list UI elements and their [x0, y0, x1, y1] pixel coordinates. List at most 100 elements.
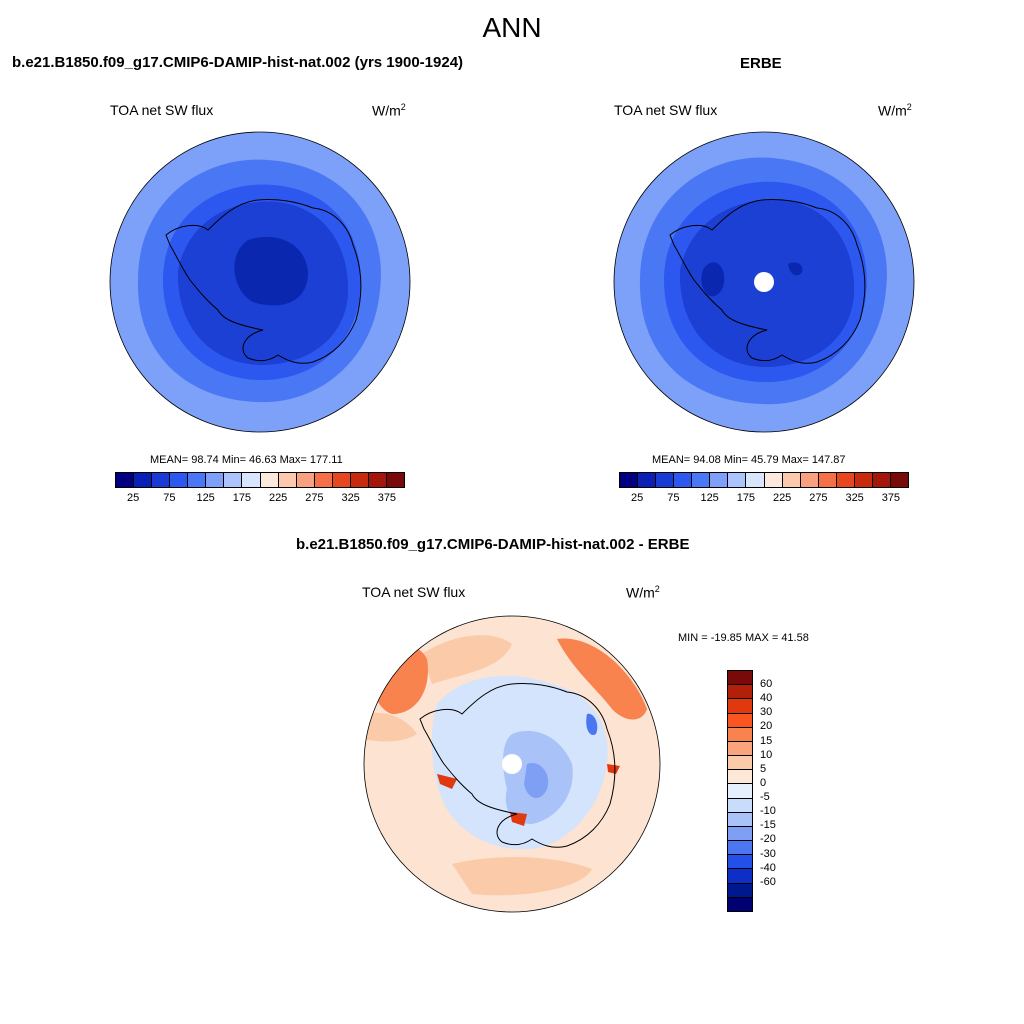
- panel-1-colorbar: 25 75 125 175 225 275 325 375: [115, 472, 405, 506]
- diff-positive-light-2: [364, 712, 417, 742]
- colorbar-cell: [224, 473, 243, 487]
- colorbar-cell: [728, 741, 752, 757]
- colorbar-tick-label: 25: [127, 492, 140, 504]
- panel-2-stats: MEAN= 94.08 Min= 45.79 Max= 147.87: [652, 454, 846, 466]
- colorbar-tick-label: -10: [760, 805, 776, 818]
- colorbar-tick-label: -40: [760, 861, 776, 874]
- pole-hole: [502, 754, 522, 774]
- colorbar-cell: [296, 473, 315, 487]
- colorbar-cell: [656, 473, 675, 487]
- panel-2-title: ERBE: [740, 55, 782, 72]
- colorbar-tick-label: 225: [772, 492, 792, 504]
- colorbar-cell: [728, 855, 752, 870]
- panel-3-variable: TOA net SW flux: [362, 584, 466, 600]
- colorbar-tick-label: 0: [760, 776, 767, 789]
- diff-positive-light: [422, 635, 512, 684]
- colorbar-cell: [728, 897, 752, 911]
- panel-2-colorbar: 25 75 125 175 225 275 325 375: [619, 472, 909, 506]
- colorbar-tick-label: 375: [881, 492, 901, 504]
- colorbar-cell: [188, 473, 207, 487]
- panel-3-stats: MIN = -19.85 MAX = 41.58: [678, 632, 809, 644]
- colorbar-cell: [728, 473, 747, 487]
- panel-2-variable: TOA net SW flux: [614, 102, 718, 118]
- diff-positive-region-2: [557, 638, 647, 720]
- colorbar-cell: [314, 473, 333, 487]
- panel-1-title: b.e21.B1850.f09_g17.CMIP6-DAMIP-hist-nat…: [12, 54, 464, 71]
- map-core: [701, 262, 725, 297]
- colorbar-tick-label: 60: [760, 678, 773, 691]
- diff-negative-spot: [586, 713, 598, 735]
- colorbar-tick-label: -60: [760, 875, 776, 888]
- colorbar-tick-label: 375: [377, 492, 397, 504]
- colorbar-cell: [728, 784, 752, 799]
- colorbar-tick-label: 175: [232, 492, 252, 504]
- polar-map-difference: [363, 615, 661, 913]
- panel-3-units: W/m2: [626, 584, 660, 601]
- map-core: [234, 236, 308, 306]
- main-title: ANN: [482, 12, 542, 43]
- colorbar-cell: [890, 473, 908, 487]
- colorbar-cell: [332, 473, 351, 487]
- colorbar-cell: [854, 473, 873, 487]
- panel-3-colorbar: [727, 670, 753, 912]
- colorbar-cell: [206, 473, 225, 487]
- antarctica-outline: [419, 683, 616, 848]
- colorbar-cell: [134, 473, 153, 487]
- colorbar-cell: [728, 770, 752, 785]
- colorbar-cell: [350, 473, 369, 487]
- colorbar-tick-label: 125: [700, 492, 719, 504]
- colorbar-tick-label: 75: [667, 492, 680, 504]
- polar-map-erbe: [613, 131, 915, 433]
- colorbar-cell: [728, 713, 752, 728]
- colorbar-cell: [782, 473, 801, 487]
- colorbar-cell: [674, 473, 693, 487]
- colorbar-tick-label: 5: [760, 762, 767, 775]
- colorbar-tick-label: 10: [760, 748, 773, 761]
- colorbar-cell: [242, 473, 261, 487]
- colorbar-cell: [620, 473, 639, 487]
- colorbar-tick-label: 20: [760, 720, 773, 733]
- map-border: [363, 615, 661, 913]
- diff-negative-mid: [524, 763, 549, 799]
- colorbar-cell: [170, 473, 189, 487]
- panel-1-variable: TOA net SW flux: [110, 102, 214, 118]
- panel-1-stats: MEAN= 98.74 Min= 46.63 Max= 177.11: [150, 454, 343, 466]
- colorbar-tick-label: 275: [305, 492, 324, 504]
- diff-hotspot-2: [510, 812, 527, 826]
- colorbar-cell: [728, 798, 752, 813]
- colorbar-cell: [728, 671, 752, 686]
- colorbar-cell: [728, 869, 752, 884]
- colorbar-cell: [836, 473, 855, 487]
- colorbar-cell: [692, 473, 711, 487]
- colorbar-tick-label: 30: [760, 706, 773, 719]
- colorbar-tick-label: 225: [268, 492, 288, 504]
- diff-positive-light-3: [452, 857, 592, 896]
- colorbar-cell: [746, 473, 765, 487]
- colorbar-cell: [368, 473, 387, 487]
- colorbar-tick-label: -15: [760, 819, 776, 832]
- colorbar-cell: [278, 473, 297, 487]
- colorbar-tick-label: -20: [760, 833, 776, 846]
- colorbar-cell: [872, 473, 891, 487]
- panel-3-colorbar-ticks: 60 40 30 20 15 10 5 0 -5 -10 -15 -20 -30 -40 -60: [760, 670, 790, 910]
- panel-1-units: W/m2: [372, 102, 406, 119]
- map-border: [109, 131, 411, 433]
- colorbar-tick-label: 40: [760, 692, 773, 705]
- colorbar-tick-label: 25: [631, 492, 644, 504]
- colorbar-cell: [260, 473, 279, 487]
- colorbar-tick-label: -5: [760, 791, 770, 804]
- colorbar-cell: [728, 685, 752, 700]
- map-border: [613, 131, 915, 433]
- colorbar-cell: [116, 473, 135, 487]
- colorbar-cell: [728, 812, 752, 827]
- colorbar-cell: [728, 826, 752, 842]
- colorbar-cell: [728, 841, 752, 856]
- polar-map-model: [109, 131, 411, 433]
- colorbar-cell: [386, 473, 404, 487]
- map-core-2: [788, 262, 803, 276]
- panel-3-title: b.e21.B1850.f09_g17.CMIP6-DAMIP-hist-nat…: [296, 536, 690, 553]
- colorbar-tick-label: 125: [196, 492, 215, 504]
- colorbar-tick-label: 325: [845, 492, 864, 504]
- antarctica-outline: [669, 199, 866, 364]
- colorbar-tick-label: 75: [163, 492, 176, 504]
